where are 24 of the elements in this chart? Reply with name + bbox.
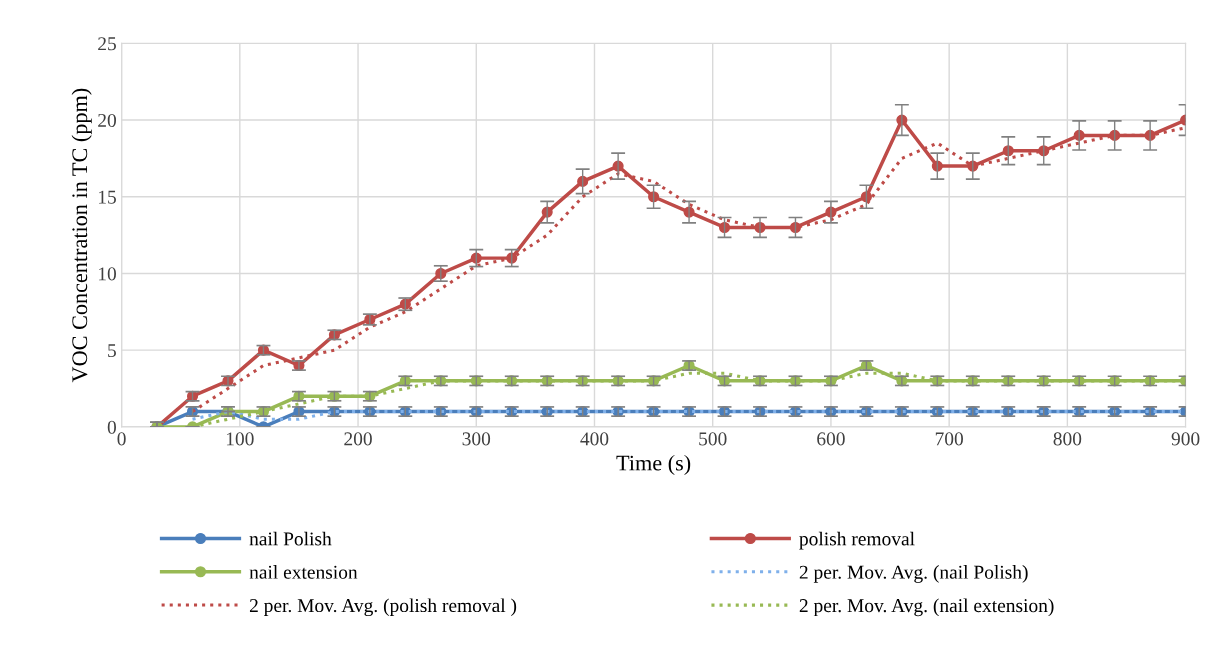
- legend-label: polish removal: [799, 531, 915, 550]
- y-tick-label: 5: [108, 344, 116, 358]
- x-tick-label: 200: [344, 432, 372, 446]
- y-tick-label: 0: [107, 420, 116, 434]
- y-axis-title: VOC Concentration in TC (ppm): [71, 88, 92, 383]
- x-tick-label: 900: [1171, 432, 1200, 446]
- x-tick-label: 600: [817, 432, 845, 446]
- x-tick-label: 500: [699, 432, 727, 446]
- x-tick-label: 0: [117, 432, 126, 446]
- x-tick-label: 100: [226, 432, 254, 446]
- x-axis-title: Time (s): [616, 454, 691, 476]
- legend-label: 2 per. Mov. Avg. (polish removal ): [249, 598, 517, 617]
- y-tick-label: 25: [98, 37, 116, 51]
- legend-label: nail Polish: [249, 531, 332, 546]
- legend-label: nail extension: [249, 565, 358, 579]
- y-tick-label: 10: [99, 267, 116, 281]
- legend-label: 2 per. Mov. Avg. (nail extension): [799, 598, 1054, 617]
- x-tick-label: 800: [1053, 432, 1082, 446]
- x-tick-label: 700: [935, 432, 963, 446]
- y-tick-label: 20: [98, 113, 116, 127]
- x-tick-label: 300: [462, 432, 491, 446]
- y-tick-label: 15: [99, 190, 116, 204]
- legend-label: 2 per. Mov. Avg. (nail Polish): [799, 565, 1028, 583]
- x-tick-label: 400: [580, 432, 609, 446]
